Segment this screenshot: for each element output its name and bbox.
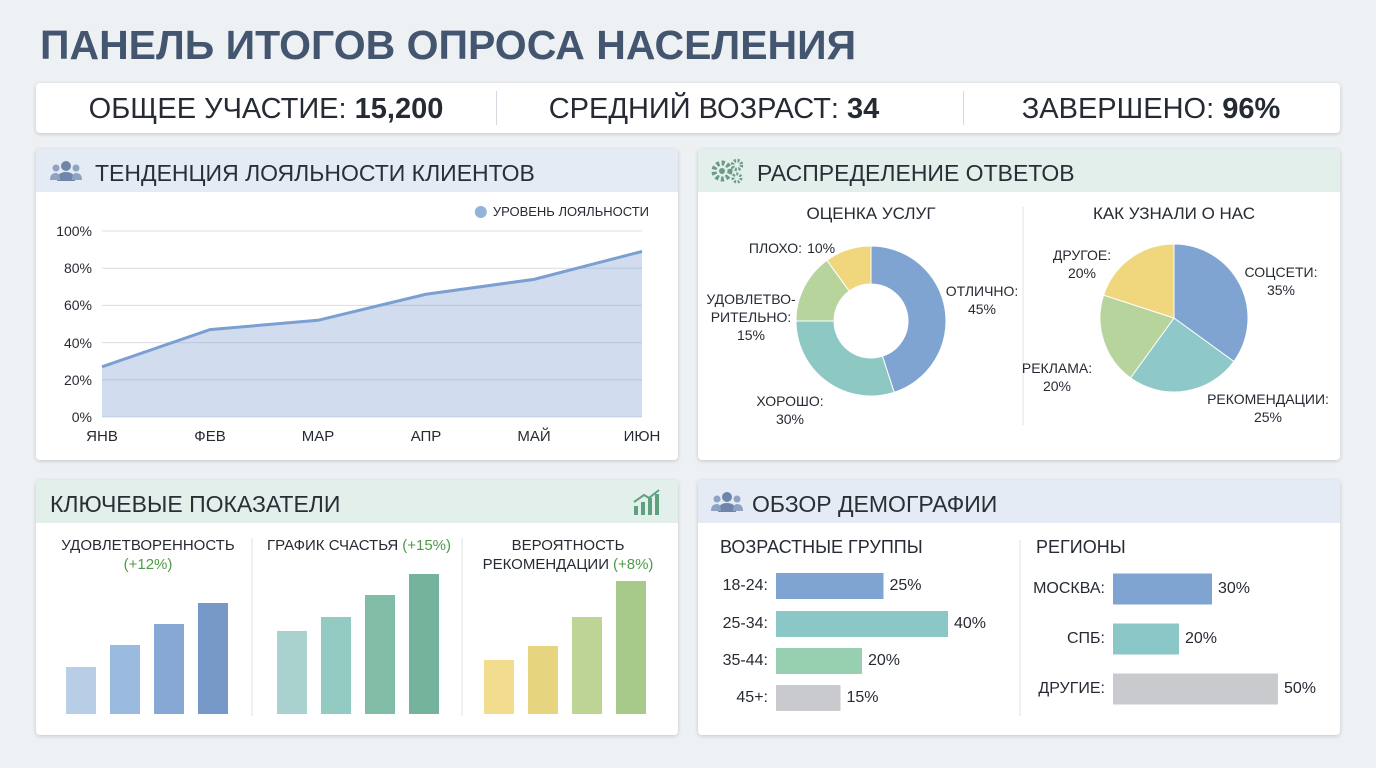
slice-label: РЕКОМЕНДАЦИИ: 25% (1207, 390, 1329, 426)
slice-label: УДОВЛЕТВО- РИТЕЛЬНО: 15% (706, 290, 795, 344)
y-tick-label: 0% (71, 409, 92, 425)
value-label: 30% (1218, 580, 1251, 597)
icon-growth (633, 489, 660, 515)
chart-subtitle: (+8%) (612, 556, 654, 573)
kpi: ОБЩЕЕ УЧАСТИЕ: 15,200 (89, 93, 444, 126)
slice-category: ХОРОШО: (756, 393, 824, 409)
panel: ОБЗОР ДЕМОГРАФИИ (698, 480, 1340, 735)
x-tick-label: АПР (410, 428, 442, 445)
y-tick-label: 35-44: (722, 652, 768, 669)
y-tick-label: ДРУГИЕ: (1038, 680, 1105, 697)
panel-header: ТЕНДЕНЦИЯ ЛОЯЛЬНОСТИ КЛИЕНТОВ (36, 149, 678, 192)
slice-label: ХОРОШО: 30% (756, 392, 823, 428)
slice-value: 20% (1042, 378, 1072, 394)
kpi-value: 15,200 (354, 93, 444, 125)
slice-label: ДРУГОЕ: 20% (1053, 246, 1111, 282)
panel-title: КЛЮЧЕВЫЕ ПОКАЗАТЕЛИ (50, 491, 341, 517)
y-tick-label: 18-24: (722, 577, 768, 594)
panel-header: КЛЮЧЕВЫЕ ПОКАЗАТЕЛИ (36, 480, 678, 523)
slice-category: СОЦСЕТИ: (1244, 264, 1318, 280)
chart-subtitle: (+12%) (123, 556, 173, 573)
y-tick-label: 60% (63, 297, 92, 314)
page-title: ПАНЕЛЬ ИТОГОВ ОПРОСА НАСЕЛЕНИЯ (40, 22, 857, 68)
y-tick-label: 80% (63, 260, 92, 277)
chart-title-text: ГРАФИК СЧАСТЬЯ (266, 537, 399, 554)
y-tick-label: 45+: (736, 689, 768, 706)
x-tick-label: ЯНВ (86, 428, 118, 445)
slice-value: 10% (807, 240, 836, 256)
y-tick-label: МОСКВА: (1033, 580, 1105, 597)
chart-title: КАК УЗНАЛИ О НАС (1092, 204, 1256, 223)
x-tick-label: ФЕВ (194, 428, 226, 445)
panel-header: ОБЗОР ДЕМОГРАФИИ (698, 480, 1340, 523)
slice-label: ОТЛИЧНО: 45% (946, 282, 1019, 318)
icon-gears (711, 158, 744, 184)
slice-category: РЕКОМЕНДАЦИИ: (1207, 391, 1329, 407)
value-label: 20% (1185, 630, 1218, 647)
icon-people (711, 492, 743, 512)
panel-title: ТЕНДЕНЦИЯ ЛОЯЛЬНОСТИ КЛИЕНТОВ (95, 160, 535, 186)
chart-title: ВОЗРАСТНЫЕ ГРУППЫ (720, 537, 923, 557)
slice-value: 20% (1067, 265, 1097, 281)
y-tick-label: 100% (56, 223, 92, 239)
kpi-label: ОБЩЕЕ УЧАСТИЕ: (88, 93, 347, 125)
chart-title: УДОВЛЕТВОРЕННОСТЬ (+12%) (61, 536, 234, 574)
value-label: 25% (889, 577, 922, 594)
icon-people (50, 161, 82, 181)
slice-value: 35% (1266, 282, 1296, 298)
x-tick-label: МАЙ (517, 428, 551, 445)
kpi-value: 34 (847, 93, 880, 125)
y-tick-label: 40% (63, 334, 92, 351)
slice-label: РЕКЛАМА: 20% (1022, 359, 1092, 395)
x-tick-label: ИЮН (623, 428, 661, 445)
kpi: ЗАВЕРШЕНО: 96% (1022, 93, 1280, 126)
panel: КЛЮЧЕВЫЕ ПОКАЗАТЕЛИ (36, 480, 678, 735)
panel-header: РАСПРЕДЕЛЕНИЕ ОТВЕТОВ (698, 149, 1340, 192)
y-tick-label: 20% (63, 371, 92, 388)
value-label: 15% (846, 689, 879, 706)
panel: ТЕНДЕНЦИЯ ЛОЯЛЬНОСТИ КЛИЕНТОВ (36, 149, 678, 460)
slice-category: ДРУГОЕ: (1052, 247, 1112, 263)
slice-value: 15% (736, 327, 766, 343)
chart-subtitle: (+15%) (402, 537, 452, 554)
chart-title-text: УДОВЛЕТВОРЕННОСТЬ (61, 537, 235, 554)
chart-title: ОЦЕНКА УСЛУГ (806, 204, 936, 223)
x-tick-label: МАР (301, 428, 335, 445)
kpi-bar: ОБЩЕЕ УЧАСТИЕ: 15,200 СРЕДНИЙ ВОЗРАСТ: 3… (36, 83, 1340, 133)
slice-value: 25% (1253, 409, 1283, 425)
kpi-value: 96% (1222, 93, 1281, 125)
chart-title: ГРАФИК СЧАСТЬЯ (+15%) (267, 536, 451, 555)
value-label: 20% (868, 652, 901, 669)
divider (963, 91, 964, 125)
y-tick-label: 25-34: (722, 615, 768, 632)
y-tick-label: СПБ: (1067, 630, 1105, 647)
slice-label: СОЦСЕТИ: 35% (1244, 263, 1317, 299)
kpi-label: ЗАВЕРШЕНО: (1021, 93, 1215, 125)
slice-category: ОТЛИЧНО: (945, 283, 1019, 299)
slice-category: УДОВЛЕТВО- РИТЕЛЬНО: (706, 291, 796, 325)
slice-value: 30% (775, 411, 805, 427)
slice-label: ПЛОХО: 10% (749, 239, 835, 257)
chart-title: ВЕРОЯТНОСТЬ РЕКОМЕНДАЦИИ (+8%) (483, 536, 654, 574)
kpi: СРЕДНИЙ ВОЗРАСТ: 34 (549, 93, 880, 126)
slice-category: ПЛОХО: (748, 240, 803, 256)
chart-title-text: ВЕРОЯТНОСТЬ РЕКОМЕНДАЦИИ (482, 537, 625, 573)
value-label: 50% (1284, 680, 1317, 697)
chart-title: РЕГИОНЫ (1036, 537, 1126, 557)
legend-label: УРОВЕНЬ ЛОЯЛЬНОСТИ (492, 204, 649, 219)
value-label: 40% (954, 615, 987, 632)
panel-title: ОБЗОР ДЕМОГРАФИИ (752, 491, 998, 517)
slice-value: 45% (967, 301, 997, 317)
slice-category: РЕКЛАМА: (1021, 360, 1093, 376)
divider (496, 91, 497, 125)
panel-title: РАСПРЕДЕЛЕНИЕ ОТВЕТОВ (757, 160, 1075, 186)
kpi-label: СРЕДНИЙ ВОЗРАСТ: (548, 93, 839, 125)
